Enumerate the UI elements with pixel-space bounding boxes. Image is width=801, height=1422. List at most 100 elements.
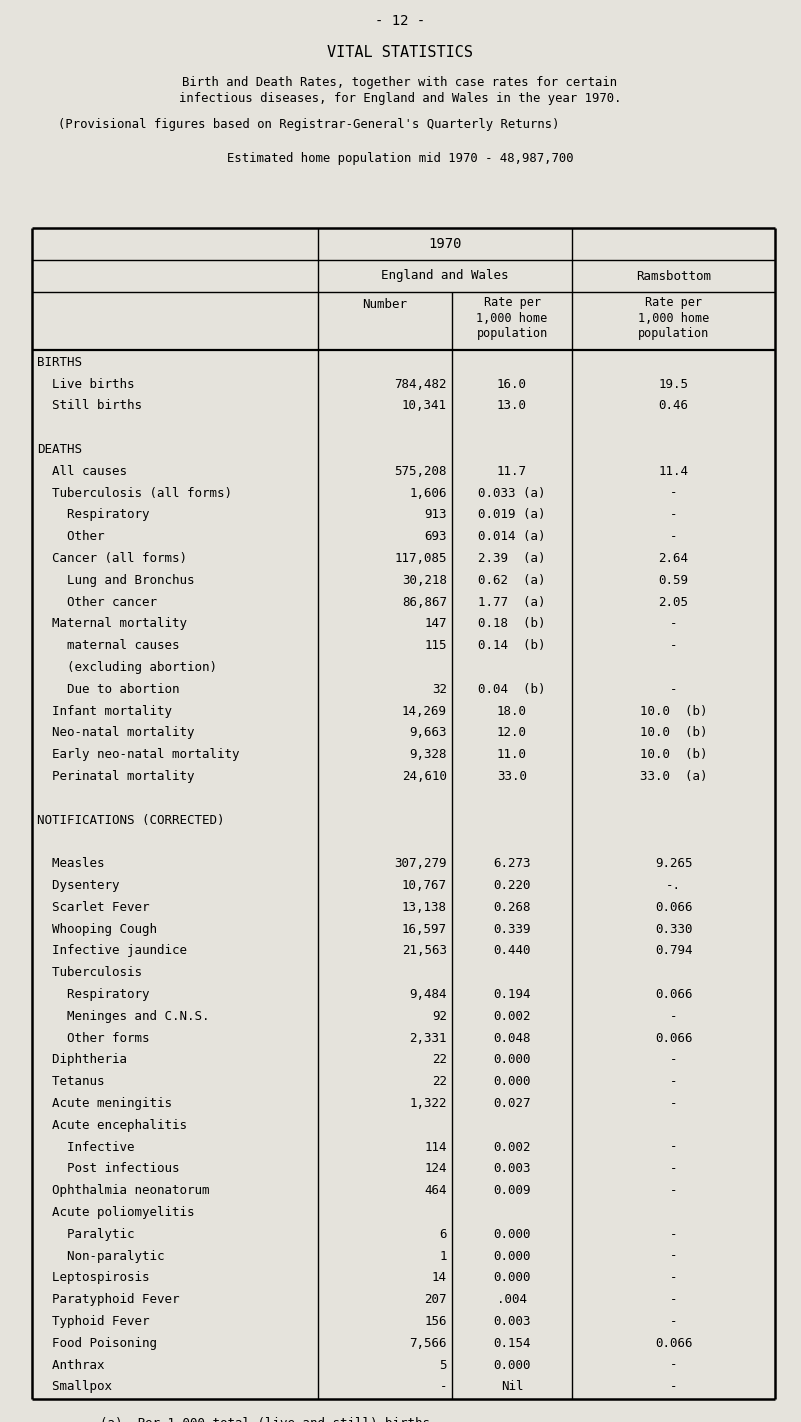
Text: -: - (670, 1140, 678, 1153)
Text: 0.14  (b): 0.14 (b) (478, 638, 545, 653)
Text: Meninges and C.N.S.: Meninges and C.N.S. (37, 1010, 210, 1022)
Text: Paratyphoid Fever: Paratyphoid Fever (37, 1293, 179, 1307)
Text: .004: .004 (497, 1293, 527, 1307)
Text: Infant mortality: Infant mortality (37, 704, 172, 718)
Text: 0.154: 0.154 (493, 1337, 531, 1349)
Text: Tuberculosis (all forms): Tuberculosis (all forms) (37, 486, 232, 499)
Text: Paralytic: Paralytic (37, 1227, 135, 1241)
Text: 0.794: 0.794 (654, 944, 692, 957)
Text: maternal causes: maternal causes (37, 638, 179, 653)
Text: 33.0  (a): 33.0 (a) (640, 769, 707, 784)
Text: 693: 693 (425, 530, 447, 543)
Text: Whooping Cough: Whooping Cough (37, 923, 157, 936)
Text: 1,322: 1,322 (409, 1096, 447, 1111)
Text: Respiratory: Respiratory (37, 988, 150, 1001)
Text: 0.194: 0.194 (493, 988, 531, 1001)
Text: -: - (670, 638, 678, 653)
Text: 6.273: 6.273 (493, 857, 531, 870)
Text: Ophthalmia neonatorum: Ophthalmia neonatorum (37, 1185, 210, 1197)
Text: Smallpox: Smallpox (37, 1381, 112, 1394)
Text: 0.002: 0.002 (493, 1140, 531, 1153)
Text: -: - (670, 1293, 678, 1307)
Text: 0.014 (a): 0.014 (a) (478, 530, 545, 543)
Text: Live births: Live births (37, 377, 135, 391)
Text: DEATHS: DEATHS (37, 442, 82, 456)
Text: 0.46: 0.46 (658, 400, 689, 412)
Text: 18.0: 18.0 (497, 704, 527, 718)
Text: 0.000: 0.000 (493, 1075, 531, 1088)
Text: Other: Other (37, 530, 104, 543)
Text: 0.18  (b): 0.18 (b) (478, 617, 545, 630)
Text: -: - (670, 1075, 678, 1088)
Text: 22: 22 (432, 1075, 447, 1088)
Text: Perinatal mortality: Perinatal mortality (37, 769, 195, 784)
Text: -: - (670, 486, 678, 499)
Text: 0.066: 0.066 (654, 1031, 692, 1045)
Text: 32: 32 (432, 683, 447, 695)
Text: 10,767: 10,767 (402, 879, 447, 892)
Text: (excluding abortion): (excluding abortion) (37, 661, 217, 674)
Text: 9,663: 9,663 (409, 727, 447, 739)
Text: Leptospirosis: Leptospirosis (37, 1271, 150, 1284)
Text: 115: 115 (425, 638, 447, 653)
Text: 16.0: 16.0 (497, 377, 527, 391)
Text: 0.62  (a): 0.62 (a) (478, 573, 545, 587)
Text: Still births: Still births (37, 400, 142, 412)
Text: Lung and Bronchus: Lung and Bronchus (37, 573, 195, 587)
Text: 14: 14 (432, 1271, 447, 1284)
Text: 0.440: 0.440 (493, 944, 531, 957)
Text: infectious diseases, for England and Wales in the year 1970.: infectious diseases, for England and Wal… (179, 92, 622, 105)
Text: 10,341: 10,341 (402, 400, 447, 412)
Text: Acute meningitis: Acute meningitis (37, 1096, 172, 1111)
Text: 21,563: 21,563 (402, 944, 447, 957)
Text: 1.77  (a): 1.77 (a) (478, 596, 545, 609)
Text: 1970: 1970 (429, 237, 461, 252)
Text: Neo-natal mortality: Neo-natal mortality (37, 727, 195, 739)
Text: 14,269: 14,269 (402, 704, 447, 718)
Text: Diphtheria: Diphtheria (37, 1054, 127, 1066)
Text: Respiratory: Respiratory (37, 508, 150, 522)
Text: 0.330: 0.330 (654, 923, 692, 936)
Text: 24,610: 24,610 (402, 769, 447, 784)
Text: 0.003: 0.003 (493, 1315, 531, 1328)
Text: Ramsbottom: Ramsbottom (636, 270, 711, 283)
Text: Maternal mortality: Maternal mortality (37, 617, 187, 630)
Text: 13,138: 13,138 (402, 900, 447, 914)
Text: -: - (440, 1381, 447, 1394)
Text: - 12 -: - 12 - (375, 14, 425, 28)
Text: -: - (670, 1162, 678, 1176)
Text: 114: 114 (425, 1140, 447, 1153)
Text: 464: 464 (425, 1185, 447, 1197)
Text: 11.7: 11.7 (497, 465, 527, 478)
Text: -: - (670, 1381, 678, 1394)
Text: -: - (670, 1358, 678, 1371)
Text: 0.066: 0.066 (654, 988, 692, 1001)
Text: -: - (670, 1227, 678, 1241)
Text: -: - (670, 1250, 678, 1263)
Text: 10.0  (b): 10.0 (b) (640, 704, 707, 718)
Text: Non-paralytic: Non-paralytic (37, 1250, 164, 1263)
Text: 0.048: 0.048 (493, 1031, 531, 1045)
Text: Other cancer: Other cancer (37, 596, 157, 609)
Text: Cancer (all forms): Cancer (all forms) (37, 552, 187, 565)
Text: 5: 5 (440, 1358, 447, 1371)
Text: -.: -. (666, 879, 681, 892)
Text: Rate per
1,000 home
population: Rate per 1,000 home population (638, 296, 709, 340)
Text: Estimated home population mid 1970 - 48,987,700: Estimated home population mid 1970 - 48,… (227, 152, 574, 165)
Text: BIRTHS: BIRTHS (37, 356, 82, 368)
Text: Post infectious: Post infectious (37, 1162, 179, 1176)
Text: 0.268: 0.268 (493, 900, 531, 914)
Text: Measles: Measles (37, 857, 104, 870)
Text: NOTIFICATIONS (CORRECTED): NOTIFICATIONS (CORRECTED) (37, 813, 224, 826)
Text: -: - (670, 1315, 678, 1328)
Text: 9,328: 9,328 (409, 748, 447, 761)
Text: 2.05: 2.05 (658, 596, 689, 609)
Text: 6: 6 (440, 1227, 447, 1241)
Text: 11.4: 11.4 (658, 465, 689, 478)
Text: 0.066: 0.066 (654, 900, 692, 914)
Text: 86,867: 86,867 (402, 596, 447, 609)
Text: -: - (670, 683, 678, 695)
Text: 0.027: 0.027 (493, 1096, 531, 1111)
Text: 0.04  (b): 0.04 (b) (478, 683, 545, 695)
Text: 16,597: 16,597 (402, 923, 447, 936)
